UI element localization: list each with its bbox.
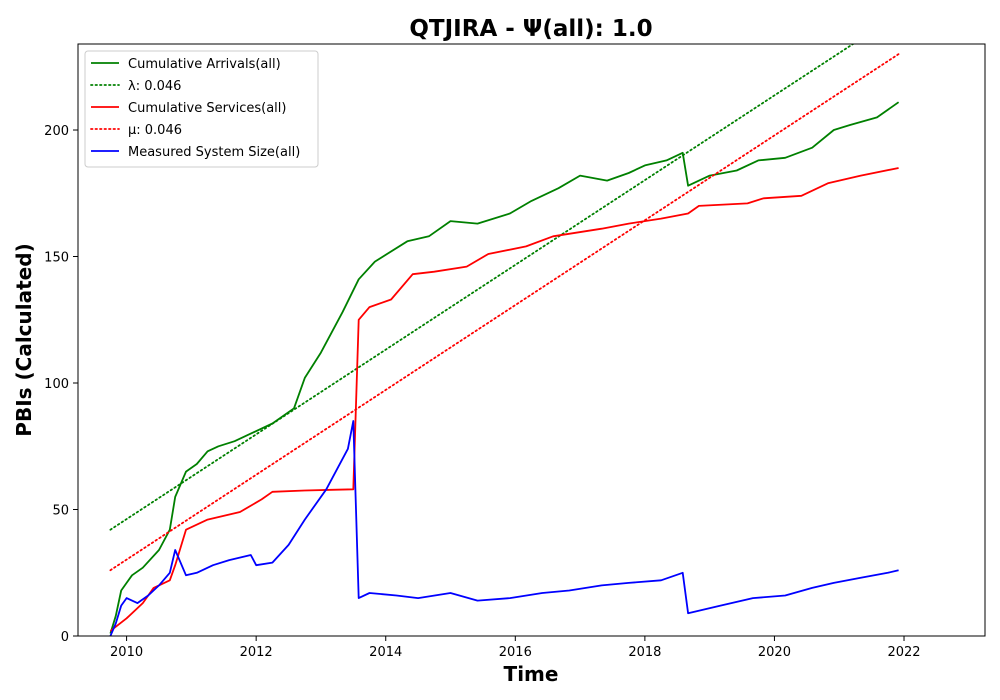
chart-title: QTJIRA - Ψ(all): 1.0: [409, 16, 652, 42]
series-line-0-046: [109, 44, 855, 531]
legend-label: λ: 0.046: [128, 79, 181, 94]
x-tick-label: 2014: [369, 645, 402, 660]
x-tick-label: 2016: [499, 645, 532, 660]
x-axis-title: Time: [504, 662, 559, 686]
y-tick-label: 50: [52, 504, 69, 519]
x-tick-label: 2020: [758, 645, 791, 660]
x-tick-label: 2018: [628, 645, 661, 660]
y-tick-label: 200: [44, 124, 69, 139]
series-line-cumulative-arrivals-all: [109, 101, 900, 634]
y-axis: 0 50 100 150 200: [44, 124, 78, 645]
legend-label: μ: 0.046: [128, 123, 182, 138]
series-line-cumulative-services-all: [109, 167, 899, 632]
x-tick-label: 2010: [110, 645, 143, 660]
x-axis: 2010 2012 2014 2016 2018 2020 2022: [110, 636, 921, 660]
y-tick-label: 0: [61, 630, 69, 645]
series-group: [109, 44, 900, 636]
y-tick-label: 100: [44, 377, 69, 392]
plot-frame: [77, 43, 986, 637]
series-line-measured-system-size-all: [109, 420, 899, 636]
legend-label: Measured System Size(all): [128, 145, 300, 160]
legend-label: Cumulative Services(all): [128, 101, 286, 116]
y-tick-label: 150: [44, 251, 69, 266]
series-line-0-046: [109, 53, 900, 572]
legend-label: Cumulative Arrivals(all): [128, 57, 281, 72]
x-tick-label: 2022: [887, 645, 920, 660]
x-tick-label: 2012: [240, 645, 273, 660]
y-axis-title: PBIs (Calculated): [12, 243, 36, 436]
legend-box: [84, 50, 319, 168]
legend: Cumulative Arrivals(all) λ: 0.046 Cumulati…: [84, 50, 319, 168]
